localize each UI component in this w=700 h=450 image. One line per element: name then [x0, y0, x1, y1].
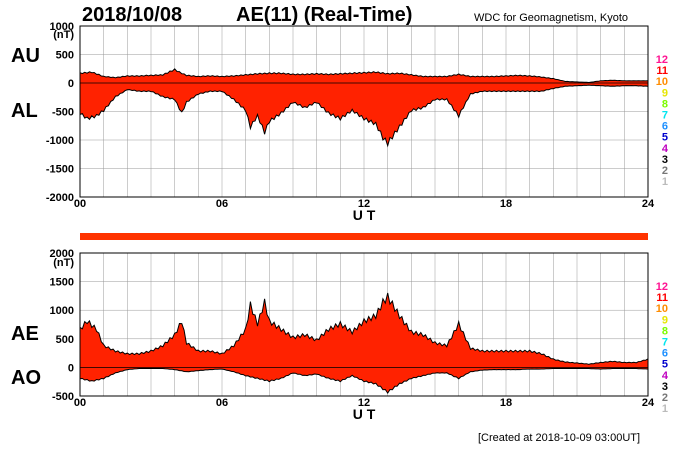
- station-legend-item: 1: [662, 403, 668, 415]
- station-legend-item: 10: [656, 303, 668, 315]
- station-legend-item: 12: [656, 54, 668, 66]
- side-label-al: AL: [11, 100, 38, 122]
- station-legend-item: 10: [656, 76, 668, 88]
- y-tick-label: -1500: [46, 164, 74, 176]
- x-tick-label: 24: [642, 397, 655, 409]
- series-line-al: [79, 84, 649, 148]
- x-tick-label: 00: [74, 397, 86, 409]
- side-label-ae: AE: [11, 323, 39, 345]
- y-tick-label: -1000: [46, 135, 74, 147]
- station-legend-item: 9: [662, 314, 668, 326]
- y-tick-label: 500: [56, 50, 74, 62]
- y-tick-label: 2000: [50, 248, 74, 260]
- station-legend-item: 4: [662, 370, 669, 382]
- y-tick-label: -500: [52, 107, 74, 119]
- data-source: WDC for Geomagnetism, Kyoto: [474, 12, 629, 24]
- station-legend-item: 6: [662, 348, 668, 360]
- series-line-ae: [79, 292, 649, 365]
- station-legend-item: 1: [662, 176, 668, 188]
- y-tick-label: 1500: [50, 277, 74, 289]
- created-stamp: [Created at 2018-10-09 03:00UT]: [478, 432, 641, 444]
- station-legend-item: 4: [662, 143, 669, 155]
- y-unit-label: (nT): [53, 29, 74, 41]
- station-legend-item: 9: [662, 87, 668, 99]
- station-legend-item: 7: [662, 110, 668, 122]
- y-tick-label: 1000: [50, 21, 74, 33]
- x-tick-label: 18: [500, 198, 512, 210]
- y-tick-label: 500: [56, 334, 74, 346]
- chart-title: AE(11) (Real-Time): [236, 4, 413, 26]
- series-line-au: [79, 68, 649, 84]
- station-legend-item: 8: [662, 98, 668, 110]
- plot-frame: [79, 252, 649, 397]
- station-legend-item: 3: [662, 381, 668, 393]
- y-tick-label: 1000: [50, 305, 74, 317]
- y-unit-label: (nT): [53, 257, 74, 269]
- chart-date: 2018/10/08: [82, 4, 183, 26]
- station-legend-item: 2: [662, 165, 668, 177]
- side-label-au: AU: [11, 45, 40, 67]
- data-availability-bar: [80, 233, 648, 240]
- side-label-ao: AO: [11, 367, 41, 389]
- x-tick-label: 06: [216, 198, 228, 210]
- series-line-ao: [79, 368, 649, 395]
- x-axis-label: U T: [353, 207, 376, 223]
- y-tick-label: 0: [68, 362, 74, 374]
- station-legend-item: 11: [656, 292, 668, 304]
- station-legend-item: 5: [662, 359, 668, 371]
- station-legend-item: 11: [656, 65, 668, 77]
- station-legend-item: 8: [662, 325, 668, 337]
- x-tick-label: 12: [358, 198, 370, 210]
- plot-frame: [79, 25, 649, 198]
- station-legend-item: 6: [662, 121, 668, 133]
- station-legend-item: 7: [662, 337, 668, 349]
- x-tick-label: 24: [642, 198, 655, 210]
- station-legend-item: 2: [662, 392, 668, 404]
- y-tick-label: -2000: [46, 192, 74, 204]
- band-fill-au-al: [80, 68, 648, 146]
- x-tick-label: 18: [500, 397, 512, 409]
- band-fill-ae-ao: [80, 293, 648, 394]
- x-tick-label: 06: [216, 397, 228, 409]
- station-legend-item: 5: [662, 132, 668, 144]
- x-tick-label: 12: [358, 397, 370, 409]
- y-tick-label: -500: [52, 391, 74, 403]
- station-legend-item: 3: [662, 154, 668, 166]
- x-axis-label: U T: [353, 406, 376, 422]
- station-legend-item: 12: [656, 281, 668, 293]
- x-tick-label: 00: [74, 198, 86, 210]
- y-tick-label: 0: [68, 78, 74, 90]
